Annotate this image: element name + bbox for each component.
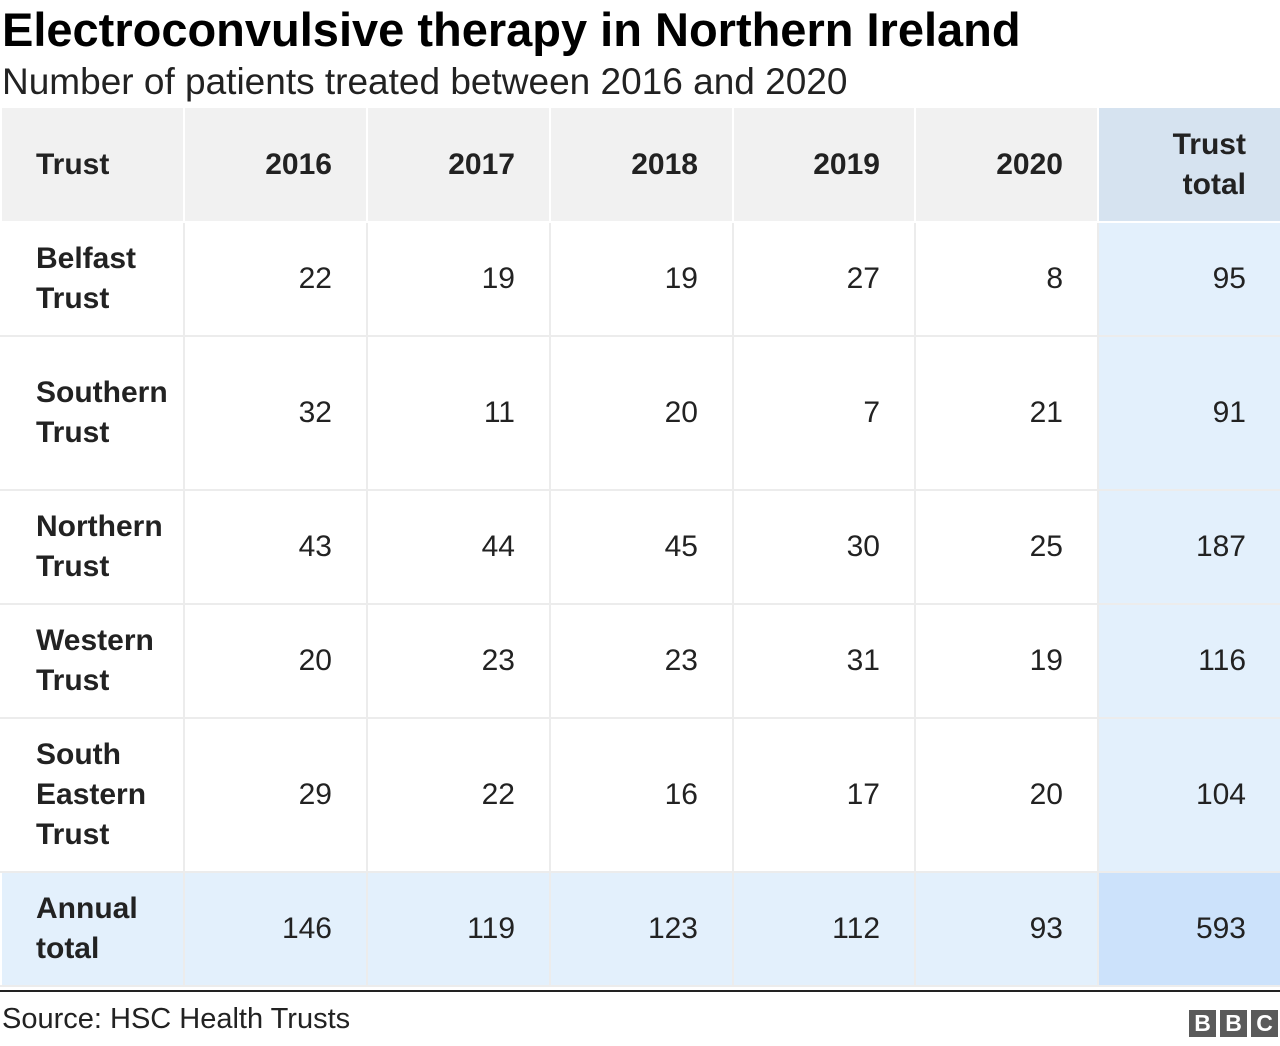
value-cell: 31	[732, 603, 916, 719]
value-cell: 22	[183, 221, 368, 337]
value-cell: 123	[549, 871, 734, 987]
value-cell: 45	[549, 489, 734, 605]
table-row: South Eastern Trust 29 22 16 17 20 104	[0, 717, 1280, 873]
table-row: Annual total 146 119 123 112 93 593	[0, 871, 1280, 987]
data-table: Trust 2016 2017 2018 2019 2020 Trust total Belf…	[0, 106, 1280, 987]
table-row: Belfast Trust 22 19 19 27 8 95	[0, 221, 1280, 337]
value-cell: 23	[366, 603, 551, 719]
chart-subtitle: Number of patients treated between 2016 …	[2, 61, 848, 102]
row-label: Belfast Trust	[0, 221, 185, 337]
trust-total-cell: 95	[1097, 221, 1280, 337]
column-header-2019: 2019	[732, 106, 916, 223]
value-cell: 112	[732, 871, 916, 987]
column-header-2020: 2020	[914, 106, 1099, 223]
table-row: Western Trust 20 23 23 31 19 116	[0, 603, 1280, 719]
column-header-2017: 2017	[366, 106, 551, 223]
value-cell: 20	[914, 717, 1099, 873]
value-cell: 43	[183, 489, 368, 605]
column-header-2018: 2018	[549, 106, 734, 223]
table-body: Belfast Trust 22 19 19 27 8 95 Southern Trust 32 11…	[0, 221, 1280, 987]
value-cell: 23	[549, 603, 734, 719]
column-header-trust-total: Trust total	[1097, 106, 1280, 223]
trust-total-cell: 104	[1097, 717, 1280, 873]
table-row: Northern Trust 43 44 45 30 25 187	[0, 489, 1280, 605]
row-label: Southern Trust	[0, 335, 185, 491]
value-cell: 29	[183, 717, 368, 873]
value-cell: 20	[183, 603, 368, 719]
value-cell: 19	[914, 603, 1099, 719]
row-label: Western Trust	[0, 603, 185, 719]
value-cell: 19	[366, 221, 551, 337]
trust-total-cell: 593	[1097, 871, 1280, 987]
bbc-logo-letter: C	[1251, 1010, 1278, 1037]
value-cell: 93	[914, 871, 1099, 987]
value-cell: 119	[366, 871, 551, 987]
value-cell: 7	[732, 335, 916, 491]
source-note: Source: HSC Health Trusts	[2, 1003, 351, 1035]
bbc-logo-letter: B	[1189, 1010, 1216, 1037]
row-label: South Eastern Trust	[0, 717, 185, 873]
value-cell: 19	[549, 221, 734, 337]
trust-total-cell: 91	[1097, 335, 1280, 491]
row-label: Annual total	[0, 871, 185, 987]
value-cell: 20	[549, 335, 734, 491]
footer-rule	[0, 990, 1280, 992]
header-row: Trust 2016 2017 2018 2019 2020 Trust total	[0, 106, 1280, 223]
value-cell: 11	[366, 335, 551, 491]
chart-title: Electroconvulsive therapy in Northern Ir…	[2, 3, 1021, 56]
value-cell: 22	[366, 717, 551, 873]
value-cell: 25	[914, 489, 1099, 605]
trust-total-cell: 187	[1097, 489, 1280, 605]
column-header-trust: Trust	[0, 106, 185, 223]
value-cell: 8	[914, 221, 1099, 337]
table-row: Southern Trust 32 11 20 7 21 91	[0, 335, 1280, 491]
value-cell: 146	[183, 871, 368, 987]
value-cell: 21	[914, 335, 1099, 491]
trust-total-cell: 116	[1097, 603, 1280, 719]
value-cell: 30	[732, 489, 916, 605]
value-cell: 16	[549, 717, 734, 873]
value-cell: 27	[732, 221, 916, 337]
value-cell: 44	[366, 489, 551, 605]
value-cell: 17	[732, 717, 916, 873]
column-header-2016: 2016	[183, 106, 368, 223]
value-cell: 32	[183, 335, 368, 491]
row-label: Northern Trust	[0, 489, 185, 605]
bbc-logo-letter: B	[1220, 1010, 1247, 1037]
